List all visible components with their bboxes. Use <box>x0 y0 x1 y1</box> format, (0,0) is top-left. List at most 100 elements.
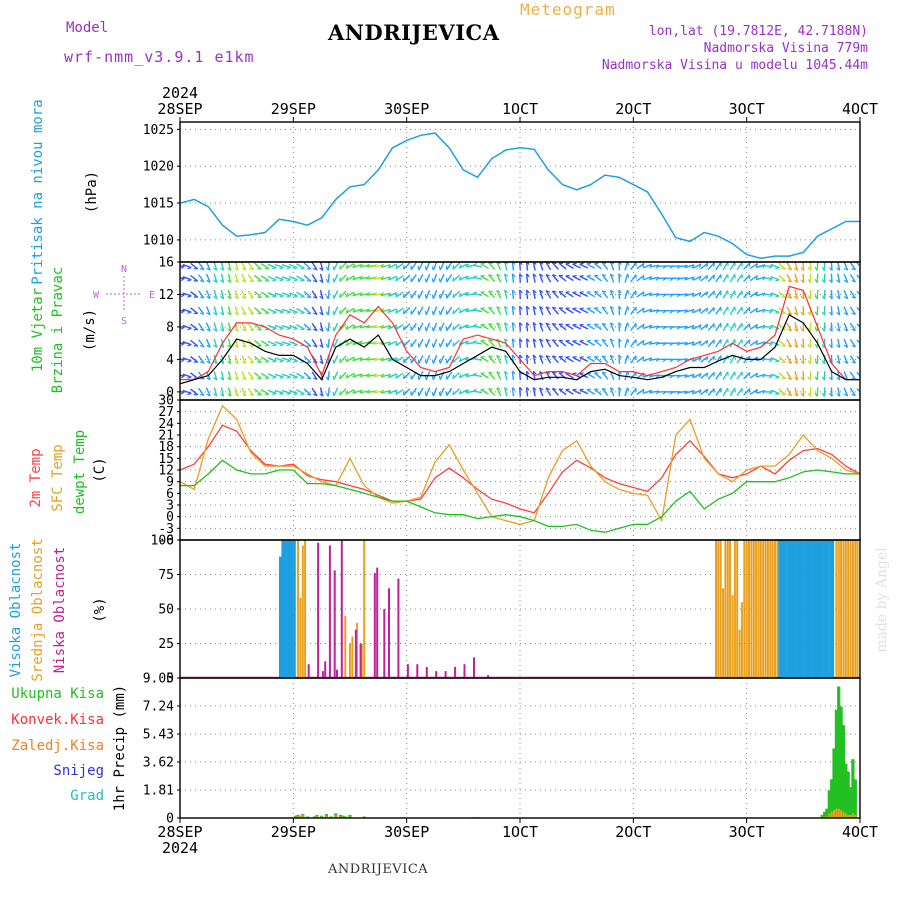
wind-barb <box>715 322 722 331</box>
wind-barb <box>749 307 758 314</box>
wind-barb-flag <box>768 277 773 282</box>
wind-barb-flag <box>836 312 841 316</box>
wind-barb <box>319 338 324 348</box>
wind-barb <box>345 372 355 379</box>
wind-barb-flag <box>293 344 298 347</box>
wind-barb-flag <box>836 376 841 381</box>
wind-barb-flag <box>300 296 305 298</box>
wind-barb <box>778 290 786 298</box>
precip-total-bar <box>827 790 831 818</box>
wind-barb <box>551 339 559 348</box>
wind-barb-flag <box>851 393 856 397</box>
wind-barb <box>380 292 390 297</box>
wind-barb-flag <box>187 327 192 331</box>
wind-barb <box>432 322 438 332</box>
wind-barb-flag <box>286 343 291 347</box>
wind-barb-flag <box>234 344 239 348</box>
wind-barb-flag <box>272 344 277 347</box>
wind-barb-flag <box>814 392 818 397</box>
wind-barb <box>296 389 305 395</box>
wind-barb-flag <box>755 263 759 268</box>
wind-barb-flag <box>206 296 211 300</box>
cloud-bar-low <box>328 545 331 678</box>
wind-barb <box>532 306 536 316</box>
wind-barb <box>630 322 637 332</box>
wind-barb <box>722 262 729 271</box>
wind-barb-flag <box>220 312 224 316</box>
wind-barb <box>786 306 793 315</box>
wind-barb-flag <box>706 340 709 345</box>
wind-barb <box>303 388 312 396</box>
precip-conv-bar <box>851 813 854 818</box>
wind-barb <box>685 264 695 268</box>
wind-barb-flag <box>417 343 420 348</box>
wind-barb-flag <box>539 289 544 293</box>
wind-barb-flag <box>800 295 805 300</box>
wind-barb-flag <box>438 343 441 348</box>
wind-barb <box>643 263 652 269</box>
wind-barb-flag <box>402 293 405 298</box>
wind-barb-flag <box>373 324 378 329</box>
wind-barb <box>601 290 609 299</box>
wind-barb <box>837 306 841 316</box>
cloud-bar-high <box>812 540 816 678</box>
precip-total-bar <box>832 748 836 818</box>
wind-barb <box>213 289 218 299</box>
wind-barb <box>395 372 404 379</box>
wind-barb <box>565 340 574 347</box>
cloud-bar-mid <box>297 540 300 678</box>
wind-barb <box>715 371 722 380</box>
wind-barb-flag <box>713 372 715 377</box>
wind-barb-flag <box>488 339 493 342</box>
wind-barb <box>418 322 424 332</box>
wind-barb-flag <box>545 306 550 309</box>
wind-barb <box>260 389 270 395</box>
wind-barb-flag <box>713 274 715 279</box>
wind-barb <box>539 306 544 316</box>
wind-barb-flag <box>187 376 192 379</box>
wind-barb <box>558 262 567 270</box>
wind-barb <box>359 357 369 361</box>
wind-barb <box>267 308 277 314</box>
wind-barb-flag <box>821 279 825 284</box>
wind-barb-flag <box>821 360 825 365</box>
wind-barb <box>388 308 397 314</box>
wind-barb-flag <box>851 328 856 332</box>
wind-barb <box>418 355 424 364</box>
wind-barb <box>786 355 793 364</box>
precip-total-bar <box>851 759 855 818</box>
wind-barb-flag <box>417 326 420 332</box>
wind-barb <box>736 274 743 283</box>
wind-barb <box>545 371 552 380</box>
wind-barb <box>403 388 411 396</box>
wind-barb-flag <box>213 393 218 397</box>
wind-barb <box>624 273 629 283</box>
wind-barb-flag <box>814 278 818 284</box>
wind-barb-flag <box>828 267 833 271</box>
wind-barb <box>609 338 615 348</box>
wind-barb <box>452 307 460 315</box>
wind-barb-flag <box>332 278 335 283</box>
wind-barb-flag <box>511 354 516 359</box>
wind-barb <box>267 263 277 269</box>
wind-barb <box>472 264 483 268</box>
wind-barb <box>247 387 255 396</box>
wind-barb <box>729 262 736 271</box>
wind-barb-flag <box>814 266 818 271</box>
wind-barb <box>802 262 805 271</box>
wind-barb-flag <box>851 280 856 283</box>
wind-barb <box>837 354 841 364</box>
wind-barb-flag <box>339 309 341 315</box>
wind-barb <box>198 355 205 364</box>
wind-barb <box>572 308 582 314</box>
wind-barb-flag <box>610 338 615 342</box>
wind-barb <box>579 275 589 281</box>
precip-conv-bar <box>854 814 857 818</box>
wind-barb <box>545 338 552 348</box>
wind-barb-flag <box>279 311 284 314</box>
wind-barb <box>707 388 715 396</box>
wind-barb-flag <box>539 273 544 277</box>
cloud-low-axis-title: Niska Oblacnost <box>52 547 68 673</box>
wind-barb <box>565 275 574 282</box>
